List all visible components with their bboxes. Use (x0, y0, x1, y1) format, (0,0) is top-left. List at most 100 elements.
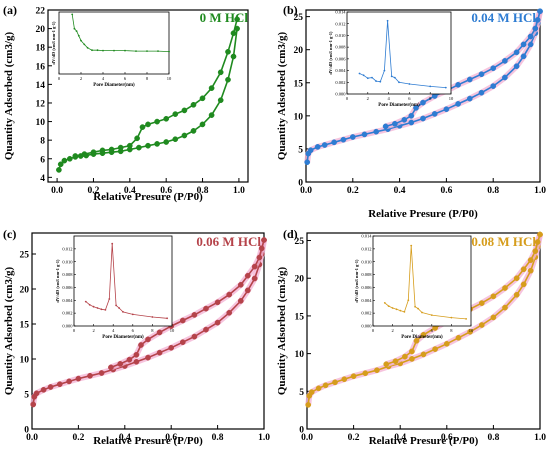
x-tick-label: 1.0 (233, 186, 245, 196)
inset-data-point (383, 69, 386, 72)
x-tick-label: 0.2 (88, 186, 100, 196)
inset-x-tick-label: 8 (450, 328, 453, 333)
data-point (513, 63, 520, 70)
inset-data-point (96, 49, 99, 52)
inset-x-tick-label: 6 (408, 96, 411, 101)
data-point (308, 389, 315, 395)
inset-y-axis-label: dV/dD (cm3 nm-1 g-1) (55, 259, 60, 303)
inset-y-axis-label: dV/dD (cm3 nm-1 g-1) (328, 31, 333, 75)
inset-y-tick-label: 0.006 (335, 56, 346, 61)
inset-y-tick-label: 0.014 (335, 10, 346, 15)
y-tick-label: 15 (295, 312, 305, 322)
inset-data-point (146, 50, 148, 52)
data-point (502, 304, 508, 311)
data-point (108, 146, 115, 153)
data-point (134, 135, 140, 142)
data-point (413, 337, 420, 344)
inset-data-point (362, 74, 365, 77)
y-tick-label: 5 (298, 145, 303, 155)
data-point (420, 331, 427, 338)
inset-x-tick-label: 0 (58, 76, 61, 81)
data-point (520, 41, 527, 48)
y-tick-label: 10 (20, 356, 30, 366)
data-point (226, 291, 233, 298)
data-point (90, 149, 97, 156)
data-point (401, 116, 408, 123)
data-point (214, 319, 221, 326)
inset-data-point (465, 318, 467, 320)
data-point (455, 81, 461, 88)
inset-y-tick-label: 0.014 (361, 234, 372, 239)
y-tick-label: 10 (294, 112, 304, 122)
data-point (420, 115, 426, 122)
plot-frame (306, 232, 541, 430)
y-tick-label: 6 (40, 155, 45, 165)
y-tick-label: 15 (20, 321, 30, 331)
inset-y-tick-label: 0.000 (335, 92, 346, 97)
inset-x-tick-label: 10 (469, 328, 474, 333)
inset-y-tick-label: 0.010 (335, 33, 346, 38)
inset-data-point (166, 317, 169, 320)
x-tick-label: 0.8 (487, 433, 499, 443)
data-point (199, 95, 206, 102)
data-point (108, 364, 114, 371)
data-point (513, 291, 520, 298)
data-point (431, 111, 438, 117)
data-point (537, 8, 543, 15)
inset-y-axis-label: dV/dD (cm3 nm-1 g-1) (51, 21, 56, 65)
panel-label: (a) (3, 3, 17, 17)
inset-data-point (108, 298, 111, 300)
y-tick-label: 15 (294, 79, 304, 89)
inset-x-tick-label: 2 (92, 328, 94, 333)
x-tick-label: 0.4 (394, 186, 406, 196)
inset-data-point (157, 50, 159, 52)
data-point (527, 41, 534, 48)
x-tick-label: 0.2 (348, 433, 360, 443)
x-tick-label: 0.6 (165, 433, 177, 443)
data-point (513, 49, 520, 56)
inset-x-tick-label: 0 (372, 328, 375, 333)
data-point (409, 356, 415, 362)
inset-data-point (102, 49, 104, 52)
data-point (163, 115, 170, 122)
inset-y-tick-label: 0.012 (361, 246, 371, 251)
data-point (237, 281, 244, 288)
data-point (138, 342, 144, 348)
inset-data-point (395, 308, 398, 311)
inset-y-tick-label: 0.008 (62, 272, 73, 277)
data-point (230, 53, 237, 60)
inset-data-point (408, 83, 411, 85)
data-point (61, 157, 68, 164)
data-point (56, 381, 63, 388)
x-tick-label: 1.0 (534, 186, 546, 196)
data-point (256, 254, 263, 261)
inset-x-tick-label: 6 (132, 328, 135, 333)
data-point (321, 142, 328, 148)
inset-y-axis-label: dV/dD (cm3 nm-1 g-1) (354, 259, 359, 303)
data-point (341, 376, 348, 383)
data-point (139, 124, 146, 130)
inset-data-point (75, 30, 78, 32)
panel-title: 0.08 M HCl (471, 234, 536, 249)
inset-frame (346, 11, 452, 95)
inset-frame (372, 235, 472, 327)
data-point (349, 134, 356, 140)
inset-data-point (84, 300, 87, 303)
data-point (374, 367, 380, 374)
inset-data-point (358, 72, 361, 75)
x-tick-label: 0.8 (212, 433, 224, 443)
inset-data-point (421, 311, 423, 314)
data-point (172, 136, 179, 143)
data-point (478, 322, 485, 328)
inset-data-point (115, 304, 117, 307)
data-point (126, 356, 133, 363)
inset-data-point (444, 86, 447, 89)
data-point (154, 141, 160, 147)
data-point (361, 131, 368, 138)
inset-y-tick-label: 0.000 (361, 324, 372, 329)
inset-x-axis-label: Pore Diameter(nm) (378, 103, 420, 108)
inset-data-point (403, 311, 406, 313)
data-point (57, 161, 64, 168)
